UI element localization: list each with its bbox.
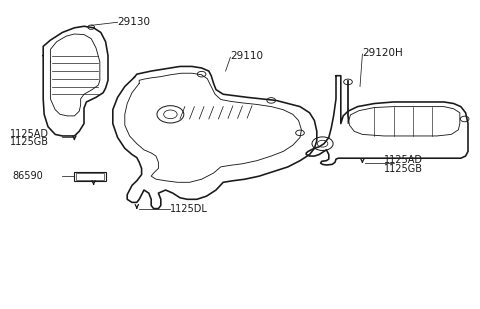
Bar xyxy=(76,173,104,180)
Text: 29130: 29130 xyxy=(118,17,151,27)
Text: 1125AD: 1125AD xyxy=(10,129,48,139)
Text: 1125GB: 1125GB xyxy=(10,137,48,147)
Bar xyxy=(74,172,106,181)
Text: 86590: 86590 xyxy=(12,171,43,181)
Text: 29110: 29110 xyxy=(230,51,264,61)
Text: 1125DL: 1125DL xyxy=(170,204,208,214)
Text: 1125AD: 1125AD xyxy=(384,155,423,165)
Text: 1125GB: 1125GB xyxy=(384,164,423,174)
Text: 29120H: 29120H xyxy=(362,48,403,57)
